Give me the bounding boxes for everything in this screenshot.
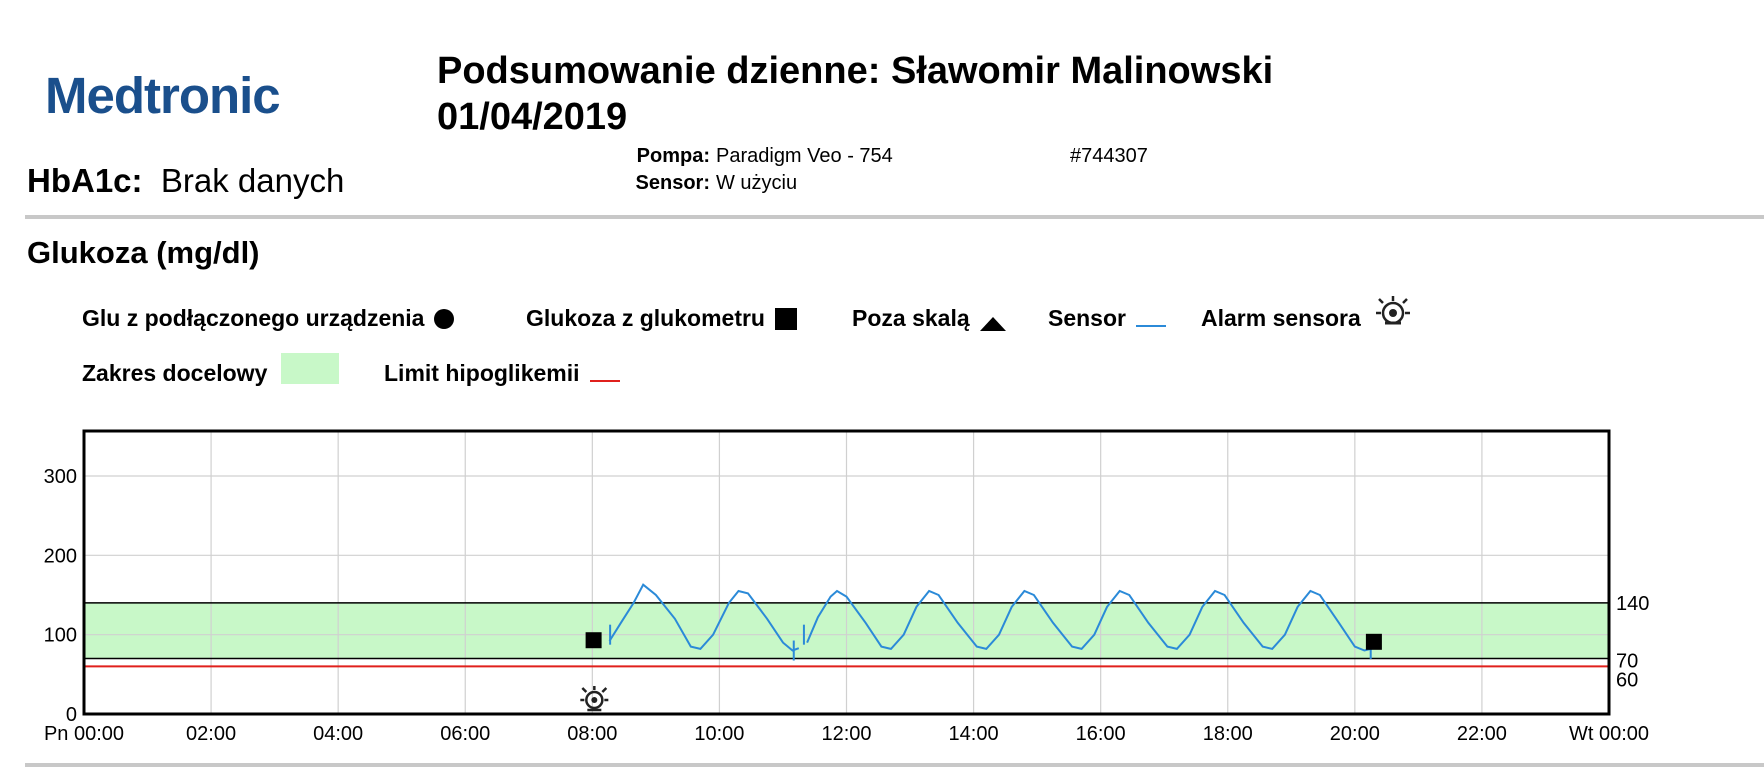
x-tick-label: Pn 00:00 bbox=[44, 723, 124, 745]
legend-linked-device: Glu z podłączonego urządzenia bbox=[82, 305, 455, 332]
x-tick-label: 08:00 bbox=[567, 723, 617, 745]
sensor-alarm-marker-icon bbox=[580, 686, 609, 712]
footer-divider bbox=[25, 763, 1764, 767]
meter-point bbox=[1365, 633, 1382, 650]
legend-linked-device-label: Glu z podłączonego urządzenia bbox=[82, 305, 425, 331]
sensor-label: Sensor: bbox=[635, 172, 710, 194]
legend-off-scale-label: Poza skalą bbox=[852, 305, 970, 331]
meter-point bbox=[585, 632, 602, 649]
x-tick-label: 06:00 bbox=[440, 723, 490, 745]
legend-sensor-label: Sensor bbox=[1048, 305, 1126, 331]
y-tick-label: 100 bbox=[44, 625, 77, 647]
x-tick-label: 22:00 bbox=[1457, 723, 1507, 745]
legend-target-range: Zakres docelowy bbox=[82, 353, 340, 387]
sensor-line-icon bbox=[1135, 324, 1166, 327]
report-title-line1: Podsumowanie dzienne: Sławomir Malinowsk… bbox=[437, 50, 1274, 92]
sensor-line bbox=[608, 583, 800, 652]
section-title: Glukoza (mg/dl) bbox=[27, 235, 260, 270]
pump-row: Pompa: Paradigm Veo - 754 bbox=[629, 145, 893, 168]
x-tick-label: 04:00 bbox=[313, 723, 363, 745]
right-tick-label: 140 bbox=[1616, 593, 1649, 615]
right-tick-label: 70 bbox=[1616, 650, 1638, 672]
hypo-limit-line-icon bbox=[589, 379, 620, 382]
sensor-alarm-icon bbox=[1375, 295, 1410, 324]
x-tick-label: 20:00 bbox=[1330, 723, 1380, 745]
hba1c-value: Brak danych bbox=[160, 162, 345, 199]
header-divider bbox=[25, 215, 1764, 219]
y-tick-label: 0 bbox=[66, 704, 77, 726]
y-tick-label: 300 bbox=[44, 466, 77, 488]
plot-frame bbox=[82, 429, 1611, 716]
pump-value: Paradigm Veo - 754 bbox=[716, 145, 893, 167]
report-date: 01/04/2019 bbox=[437, 96, 628, 138]
pump-label: Pompa: bbox=[636, 145, 710, 167]
legend-hypo-limit-label: Limit hipoglikemii bbox=[384, 360, 580, 386]
legend-off-scale: Poza skalą bbox=[852, 305, 1006, 332]
sensor-value: W użyciu bbox=[716, 172, 798, 194]
target-range-swatch bbox=[281, 353, 340, 384]
legend-sensor: Sensor bbox=[1048, 305, 1166, 332]
x-tick-label: 18:00 bbox=[1203, 723, 1253, 745]
x-tick-label: Wt 00:00 bbox=[1569, 723, 1649, 745]
x-tick-label: 14:00 bbox=[949, 723, 999, 745]
legend-meter-label: Glukoza z glukometru bbox=[526, 305, 765, 331]
hba1c-row: HbA1c: Brak danych bbox=[27, 162, 344, 200]
legend-target-range-label: Zakres docelowy bbox=[82, 360, 268, 386]
hba1c-label: HbA1c: bbox=[27, 162, 143, 199]
x-tick-label: 02:00 bbox=[186, 723, 236, 745]
sensor-line bbox=[806, 589, 1375, 652]
y-tick-label: 200 bbox=[44, 545, 77, 567]
pump-serial: #744307 bbox=[1070, 145, 1148, 167]
x-tick-label: 16:00 bbox=[1076, 723, 1126, 745]
sensor-row: Sensor: W użyciu bbox=[629, 172, 798, 195]
legend-hypo-limit: Limit hipoglikemii bbox=[384, 360, 620, 387]
triangle-marker-icon bbox=[979, 316, 1006, 331]
circle-marker-icon bbox=[434, 308, 455, 329]
square-marker-icon bbox=[774, 307, 797, 330]
medtronic-logo: Medtronic bbox=[45, 67, 281, 124]
legend-sensor-alarm-label: Alarm sensora bbox=[1201, 305, 1361, 331]
legend-sensor-alarm: Alarm sensora bbox=[1201, 295, 1411, 332]
x-tick-label: 12:00 bbox=[821, 723, 871, 745]
report-title: Podsumowanie dzienne: Sławomir Malinowsk… bbox=[437, 48, 1273, 140]
right-tick-label: 60 bbox=[1616, 669, 1638, 691]
x-tick-label: 10:00 bbox=[694, 723, 744, 745]
legend-meter: Glukoza z glukometru bbox=[526, 305, 797, 332]
